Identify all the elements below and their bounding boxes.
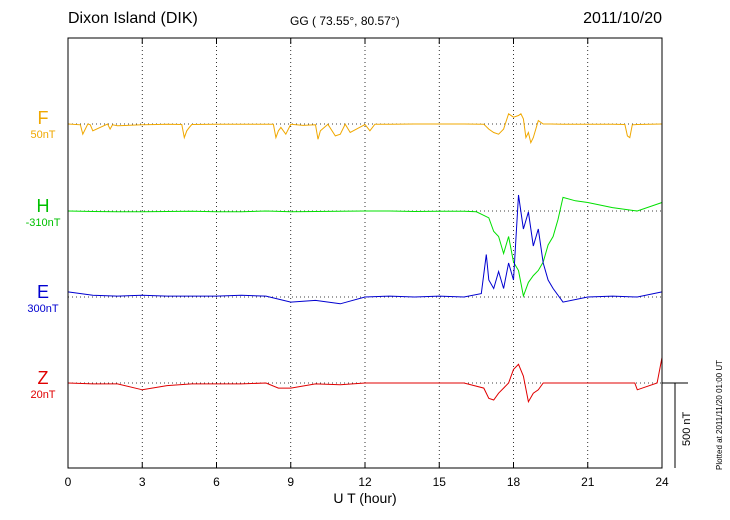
x-tick-label: 0	[65, 475, 72, 489]
x-tick-label: 3	[139, 475, 146, 489]
coordinates-label: GG ( 73.55°, 80.57°)	[290, 14, 400, 28]
series-f-trace	[67, 113, 663, 145]
x-tick-label: 12	[358, 475, 372, 489]
channel-e-symbol: E	[36, 282, 49, 302]
series-e-trace	[67, 194, 663, 305]
grid-lines	[141, 38, 589, 468]
traces	[67, 113, 663, 404]
channel-e-baseline: 300nT	[27, 303, 59, 315]
channel-e-label: E 300nT	[8, 282, 78, 316]
channel-f-baseline: 50nT	[30, 129, 56, 141]
series-z-trace	[67, 357, 663, 404]
station-title: Dixon Island (DIK)	[68, 10, 198, 27]
channel-h-label: H -310nT	[8, 196, 78, 230]
channel-z-symbol: Z	[37, 368, 49, 388]
x-tick-label: 6	[213, 475, 220, 489]
scale-bar: 500 nT	[662, 382, 693, 468]
channel-z-baseline: 20nT	[30, 389, 56, 401]
x-tick-label: 15	[433, 475, 447, 489]
scale-bar-label: 500 nT	[681, 411, 693, 446]
x-tick-label: 24	[655, 475, 669, 489]
x-axis-label: U T (hour)	[333, 490, 397, 506]
date-label: 2011/10/20	[583, 10, 662, 27]
x-axis-ticks: 0 3 6 9 12 15 18 21 24	[65, 38, 669, 489]
x-tick-label: 21	[581, 475, 595, 489]
channel-z-label: Z 20nT	[8, 368, 78, 402]
plotted-note: Plotted at 2011/11/20 01:00 UT	[715, 360, 724, 470]
series-h-trace	[67, 196, 663, 298]
channel-h-symbol: H	[36, 196, 50, 216]
x-tick-label: 9	[287, 475, 294, 489]
x-tick-label: 18	[507, 475, 521, 489]
channel-h-baseline: -310nT	[25, 217, 61, 229]
channel-f-symbol: F	[37, 108, 49, 128]
channel-f-label: F 50nT	[8, 108, 78, 142]
